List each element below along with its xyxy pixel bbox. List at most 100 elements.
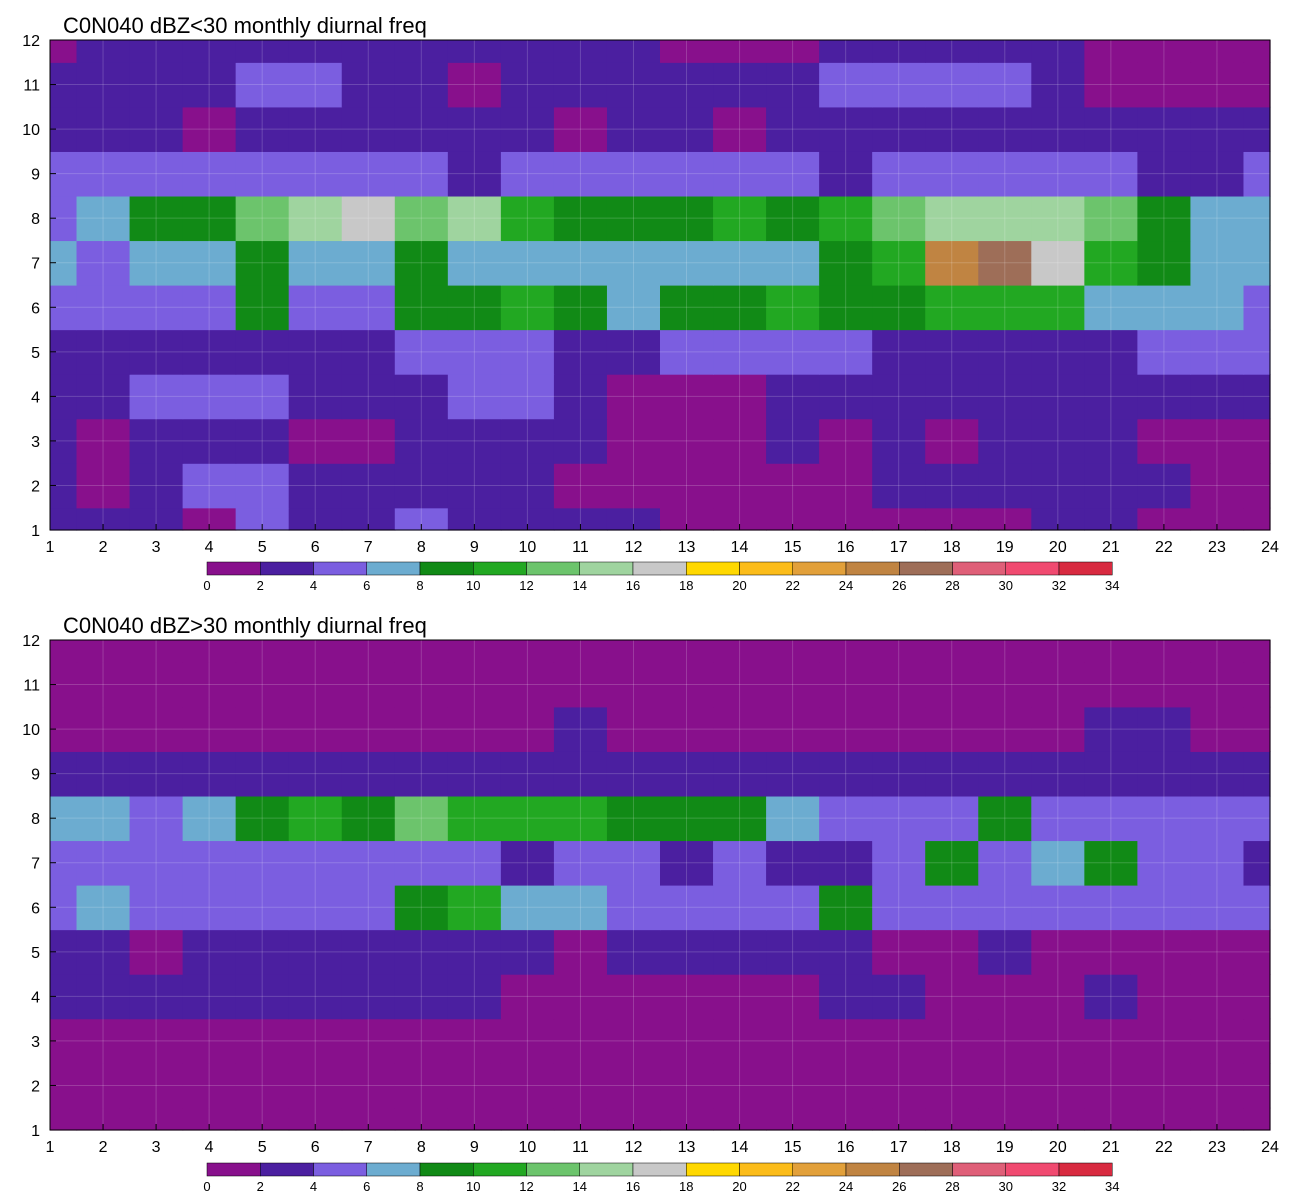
x-tick-label: 12 (625, 539, 643, 556)
heatmap-cell (235, 795, 290, 842)
heatmap-cell (606, 106, 661, 152)
heatmap-cell (606, 374, 661, 420)
heatmap-cell (182, 929, 237, 975)
heatmap-cell (872, 329, 926, 375)
heatmap-cell (76, 1063, 131, 1109)
heatmap-cell (819, 795, 873, 842)
heatmap-cell (925, 1063, 979, 1109)
heatmap-cell (766, 374, 820, 420)
heatmap-cell (872, 974, 926, 1020)
heatmap-cell (1243, 840, 1271, 886)
heatmap-cell (819, 285, 873, 331)
heatmap-cell (76, 329, 131, 375)
heatmap-cell (447, 751, 502, 797)
heatmap-cell (341, 795, 396, 842)
x-tick-label: 14 (731, 1139, 749, 1156)
heatmap-cell (341, 1018, 396, 1064)
heatmap-cell (553, 751, 608, 797)
heatmap-cell (447, 151, 502, 197)
x-tick-label: 19 (996, 1139, 1014, 1156)
heatmap-cell (1190, 151, 1245, 197)
heatmap-cell (872, 106, 926, 152)
colorbar-label: 6 (363, 578, 370, 593)
colorbar-swatch (313, 1162, 367, 1177)
y-tick-label: 8 (31, 211, 40, 228)
heatmap-cell (660, 374, 714, 420)
heatmap-cell (500, 40, 555, 63)
heatmap-cell (1243, 329, 1271, 375)
heatmap-cell (978, 706, 1032, 752)
y-tick-label: 9 (31, 767, 40, 784)
heatmap-cell (129, 640, 184, 663)
heatmap-cell (447, 374, 502, 420)
heatmap-cell (660, 751, 714, 797)
colorbar-label: 8 (416, 578, 423, 593)
x-tick-label: 20 (1049, 1139, 1067, 1156)
heatmap-cell (235, 929, 290, 975)
x-tick-label: 7 (364, 539, 373, 556)
heatmap-cell (925, 885, 979, 931)
heatmap-cell (394, 240, 449, 286)
heatmap-cell (925, 840, 979, 886)
heatmap-cell (1084, 374, 1138, 420)
heatmap-cell (766, 640, 820, 663)
heatmap-cell (1031, 106, 1085, 152)
heatmap-cell (182, 507, 237, 531)
heatmap-cell (288, 1018, 343, 1064)
heatmap-cell (1031, 795, 1085, 842)
heatmap-cell (500, 240, 555, 286)
heatmap-cell (76, 840, 131, 886)
heatmap-cell (500, 1063, 555, 1109)
colorbar-label: 20 (732, 578, 746, 593)
heatmap-cell (500, 463, 555, 509)
heatmap-cell (1137, 974, 1192, 1020)
heatmap-cell (129, 418, 184, 464)
heatmap-cell (288, 929, 343, 975)
heatmap-cell (341, 329, 396, 375)
heatmap-cell (1031, 929, 1085, 975)
heatmap-cell (606, 285, 661, 331)
heatmap-cell (713, 418, 767, 464)
heatmap-cell (1137, 795, 1192, 842)
heatmap-cell (978, 1063, 1032, 1109)
heatmap-cell (394, 463, 449, 509)
heatmap-cell (978, 374, 1032, 420)
heatmap-cell (1190, 40, 1245, 63)
heatmap-cell (1243, 463, 1271, 509)
heatmap-cell (341, 840, 396, 886)
heatmap-cell (341, 751, 396, 797)
heatmap-cell (872, 240, 926, 286)
heatmap-cell (1243, 62, 1271, 108)
colorbar-label: 2 (257, 1179, 264, 1194)
heatmap-cell (1084, 751, 1138, 797)
heatmap-cell (925, 285, 979, 331)
heatmap-cell (394, 62, 449, 108)
y-tick-label: 9 (31, 167, 40, 184)
heatmap-cell (1243, 195, 1271, 242)
heatmap-cell (129, 974, 184, 1020)
x-tick-label: 7 (364, 1139, 373, 1156)
heatmap-cell (766, 706, 820, 752)
heatmap-cell (1137, 929, 1192, 975)
heatmap-cell (500, 795, 555, 842)
heatmap-cell (606, 240, 661, 286)
y-tick-label: 10 (22, 722, 40, 739)
heatmap-cell (1031, 463, 1085, 509)
heatmap-cell (978, 106, 1032, 152)
x-tick-label: 11 (572, 1139, 589, 1156)
heatmap-cell (1137, 329, 1192, 375)
heatmap-cell (76, 374, 131, 420)
heatmap-cell (660, 974, 714, 1020)
colorbar-label: 12 (519, 578, 533, 593)
heatmap-cell (500, 885, 555, 931)
heatmap-cell (553, 463, 608, 509)
heatmap-cell (50, 1107, 78, 1131)
x-tick-label: 17 (890, 1139, 908, 1156)
colorbar-label: 4 (310, 1179, 317, 1194)
heatmap-cell (819, 507, 873, 531)
colorbar-swatch (899, 1162, 953, 1177)
heatmap-cell (553, 662, 608, 708)
heatmap-cell (1243, 106, 1271, 152)
heatmap-cell (182, 751, 237, 797)
